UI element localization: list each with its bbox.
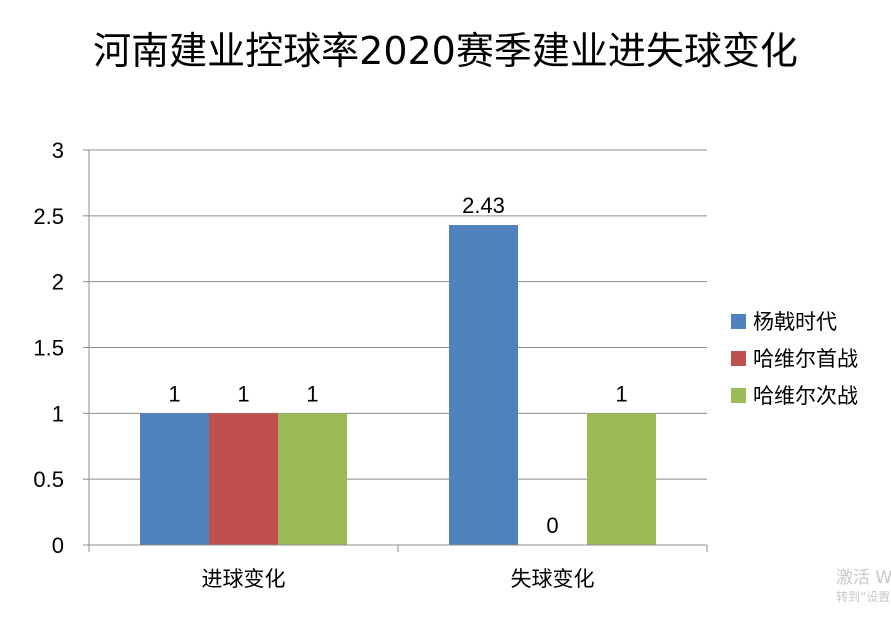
data-label: 2.43	[462, 193, 505, 218]
y-tick-label: 2.5	[33, 204, 64, 229]
legend-label: 杨戟时代	[753, 310, 837, 334]
watermark-line-2: 转到“设置	[836, 590, 891, 604]
x-category-label: 失球变化	[511, 567, 595, 591]
legend-label: 哈维尔首战	[753, 347, 858, 371]
bars	[140, 225, 656, 546]
bar	[449, 225, 518, 546]
data-label: 1	[306, 381, 318, 406]
y-tick-label: 2	[52, 270, 64, 295]
data-label: 0	[546, 513, 558, 538]
legend-swatch	[731, 351, 746, 366]
chart-title: 河南建业控球率2020赛季建业进失球变化	[93, 29, 798, 73]
y-tick-label: 1.5	[33, 336, 64, 361]
y-tick-label: 0.5	[33, 467, 64, 492]
y-tick-label: 3	[52, 138, 64, 163]
x-category-label: 进球变化	[202, 567, 286, 591]
legend-swatch	[731, 388, 746, 403]
y-tick-label: 0	[52, 533, 64, 558]
data-label: 1	[237, 381, 249, 406]
data-label: 1	[615, 381, 627, 406]
legend-swatch	[731, 314, 746, 329]
axes: 0 0.5 1 1.5 2 2.5 3 进球变化 失球变化	[33, 138, 708, 591]
data-labels: 1 1 1 2.43 0 1	[168, 193, 627, 538]
data-label: 1	[168, 381, 180, 406]
y-tick-label: 1	[52, 401, 64, 426]
bar	[209, 413, 278, 545]
bar	[140, 413, 209, 545]
legend-label: 哈维尔次战	[753, 384, 858, 408]
bar	[278, 413, 347, 545]
bar	[587, 413, 656, 545]
watermark-line-1: 激活 W	[836, 568, 891, 588]
